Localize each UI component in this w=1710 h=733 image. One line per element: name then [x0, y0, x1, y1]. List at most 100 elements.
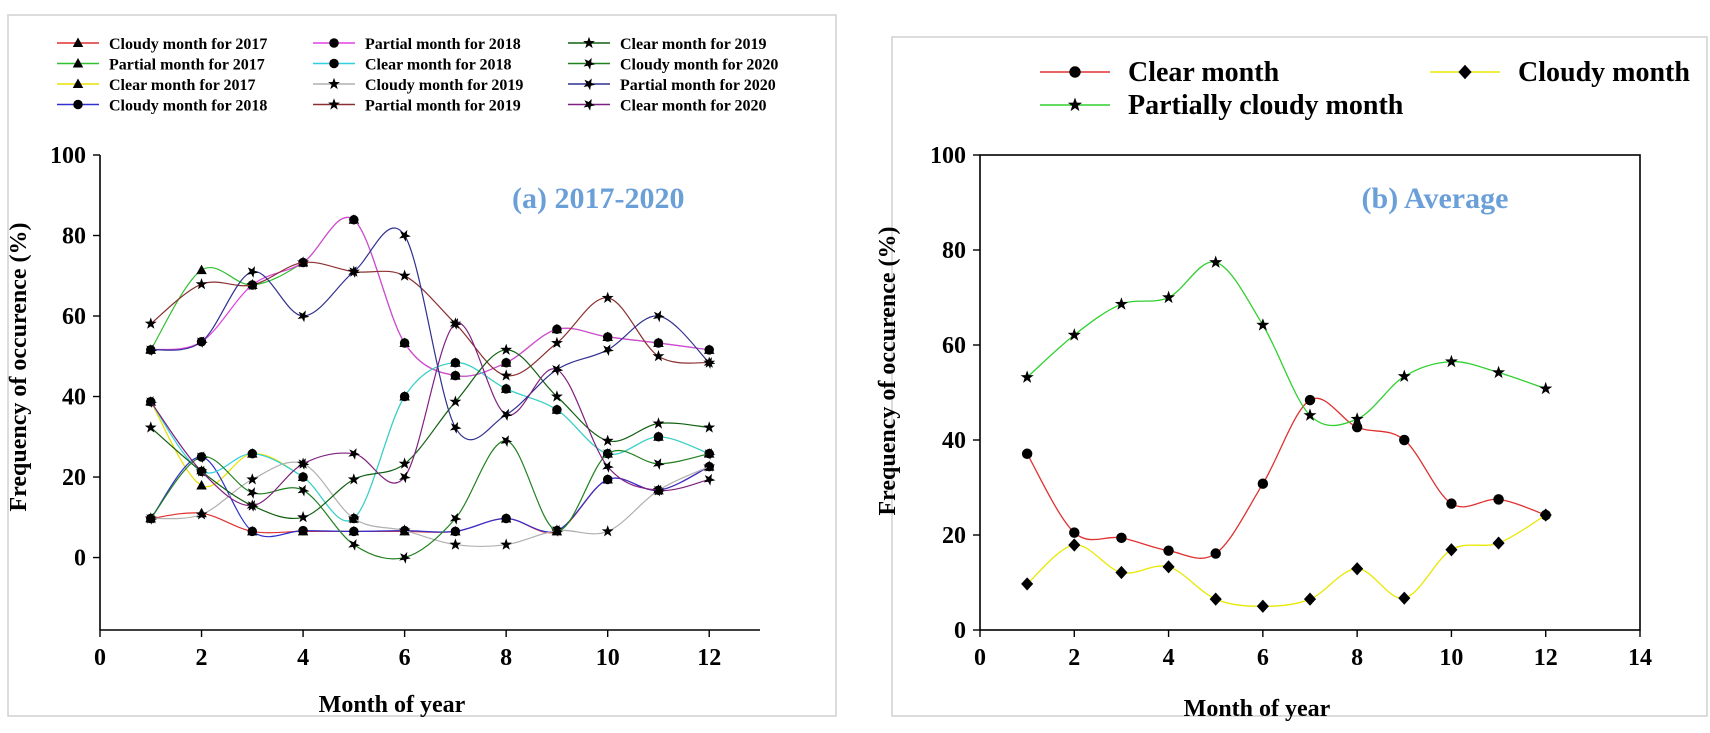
panel-a-legend-marker — [72, 58, 84, 68]
panel-b-data-point — [1304, 394, 1316, 406]
panel-b-data-point — [1162, 290, 1176, 304]
panel-b-data-point — [1303, 408, 1317, 421]
panel-a-data-point — [551, 524, 564, 537]
panel-b-legend-marker — [1067, 97, 1083, 112]
panel-a-data-point — [145, 512, 157, 525]
panel-b-data-point — [1209, 255, 1223, 268]
panel-a-data-point — [703, 460, 716, 472]
panel-a-data-point — [653, 338, 664, 348]
panel-b-y-tick-label: 60 — [942, 333, 966, 359]
panel-a-legend-marker — [72, 78, 84, 88]
panel-a-x-tick-label: 6 — [399, 645, 411, 671]
panel-a-legend-label: Clear month for 2019 — [620, 36, 767, 53]
panel-a-data-point — [196, 465, 208, 478]
panel-b-data-point — [1351, 421, 1363, 433]
panel-a-data-point — [501, 384, 511, 394]
panel-a-data-point — [399, 551, 411, 564]
panel-a-x-tick-label: 10 — [596, 645, 620, 671]
panel-a-data-point — [298, 525, 308, 536]
panel-a-data-point — [552, 324, 562, 335]
panel-a-data-point — [449, 538, 462, 550]
panel-a-data-point — [500, 435, 513, 447]
panel-b-data-point — [1445, 543, 1458, 557]
panel-b-data-point — [1539, 508, 1552, 522]
panel-b-legend-item: Cloudy month — [1430, 57, 1690, 88]
panel-b-legend-label: Partially cloudy month — [1128, 90, 1404, 121]
panel-b-data-point — [1397, 369, 1411, 382]
panel-a-x-axis-label: Month of year — [319, 692, 466, 718]
panel-a-data-point — [653, 484, 665, 497]
panel-a-legend-label: Partial month for 2017 — [109, 57, 265, 74]
panel-b-x-tick-label: 2 — [1068, 645, 1080, 671]
panel-b-data-point — [1399, 434, 1410, 446]
panel-a-legend-marker — [73, 99, 83, 110]
panel-a-data-point — [347, 473, 360, 485]
panel-a-data-point — [247, 526, 258, 537]
panel-a-data-point — [449, 318, 462, 330]
panel-a-data-point — [602, 332, 613, 342]
panel-a-data-point — [196, 479, 207, 490]
panel-a-data-point — [551, 390, 563, 402]
panel-b-plot: 0 2 4 6 8 10 12 14 0 20 40 60 80 100 Clear monthPartia… — [930, 57, 1690, 671]
panel-a-legend-label: Cloudy month for 2019 — [365, 77, 523, 94]
panel-a-legend-item: Partial month for 2019 — [313, 98, 521, 115]
panel-a-legend-label: Cloudy month for 2020 — [620, 57, 778, 74]
panel-b-legend-item: Clear month — [1040, 57, 1280, 88]
panel-a-legend-label: Partial month for 2020 — [620, 77, 776, 94]
panel-a-legend-marker — [583, 36, 595, 49]
panel-a-data-point — [144, 421, 157, 433]
panel-a-data-point — [653, 432, 664, 442]
panel-b-y-tick-label: 80 — [942, 238, 966, 264]
panel-a-legend-label: Clear month for 2018 — [365, 57, 512, 74]
panel-b-x-axis-label: Month of year — [1184, 696, 1331, 722]
panel-a-data-point — [399, 471, 411, 484]
panel-a-series-cloudy-month-for-2020 — [145, 435, 716, 564]
panel-a-legend-item: Partial month for 2017 — [57, 57, 265, 74]
panel-a-legend-label: Partial month for 2018 — [365, 36, 521, 53]
panel-b-plot-box — [979, 154, 1641, 631]
panel-a-y-tick-label: 20 — [62, 465, 86, 491]
panel-a-data-point — [601, 525, 614, 537]
panel-b-data-point — [1210, 548, 1221, 559]
panel-a-legend-marker — [328, 77, 340, 90]
panel-a-data-point — [145, 396, 157, 408]
panel-b-y-axis-label: Frequency of occurence (%) — [875, 226, 901, 515]
panel-a-data-point — [501, 357, 511, 368]
panel-a-title: (a) 2017-2020 — [512, 182, 684, 215]
panel-b-data-point — [1303, 592, 1317, 606]
panel-a-data-point — [195, 278, 208, 290]
panel-b-x-tick-label: 6 — [1257, 645, 1269, 671]
panel-a-data-point — [449, 395, 462, 407]
panel-a-data-point — [196, 451, 208, 464]
panel-a-data-point — [347, 512, 360, 524]
panel-a-legend-item: Cloudy month for 2018 — [57, 98, 267, 115]
panel-b-data-point — [1446, 498, 1457, 509]
panel-a-legend-label: Clear month for 2017 — [109, 77, 256, 94]
panel-a-y-tick-label: 80 — [62, 224, 86, 250]
panel-a-data-point — [196, 264, 207, 275]
panel-a-data-point — [551, 336, 563, 348]
panel-a-data-point — [398, 524, 411, 536]
panel-a-data-point — [399, 338, 410, 348]
panel-b-data-point — [1020, 370, 1034, 383]
panel-b-legend-marker — [1458, 64, 1472, 80]
panel-a-data-point — [500, 369, 513, 381]
panel-a-y-tick-label: 100 — [50, 143, 86, 169]
panel-a-legend-item: Clear month for 2019 — [568, 36, 767, 53]
panel-a-data-point — [246, 266, 259, 278]
panel-a-data-point — [449, 512, 462, 525]
panel-a-data-point — [297, 310, 310, 323]
panel-a-data-point — [450, 526, 461, 537]
panel-b-x-tick-label: 4 — [1163, 645, 1175, 671]
panel-a-x-tick-label: 4 — [297, 645, 309, 671]
panel-a-data-point — [653, 458, 665, 470]
panel-a-legend-marker — [72, 37, 84, 47]
panel-b-x-tick-label: 10 — [1439, 645, 1463, 671]
panel-a-data-point — [601, 434, 614, 446]
panel-a-data-point — [704, 345, 714, 355]
panel-b-legend-item: Partially cloudy month — [1040, 90, 1404, 121]
panel-a-data-point — [399, 229, 411, 242]
